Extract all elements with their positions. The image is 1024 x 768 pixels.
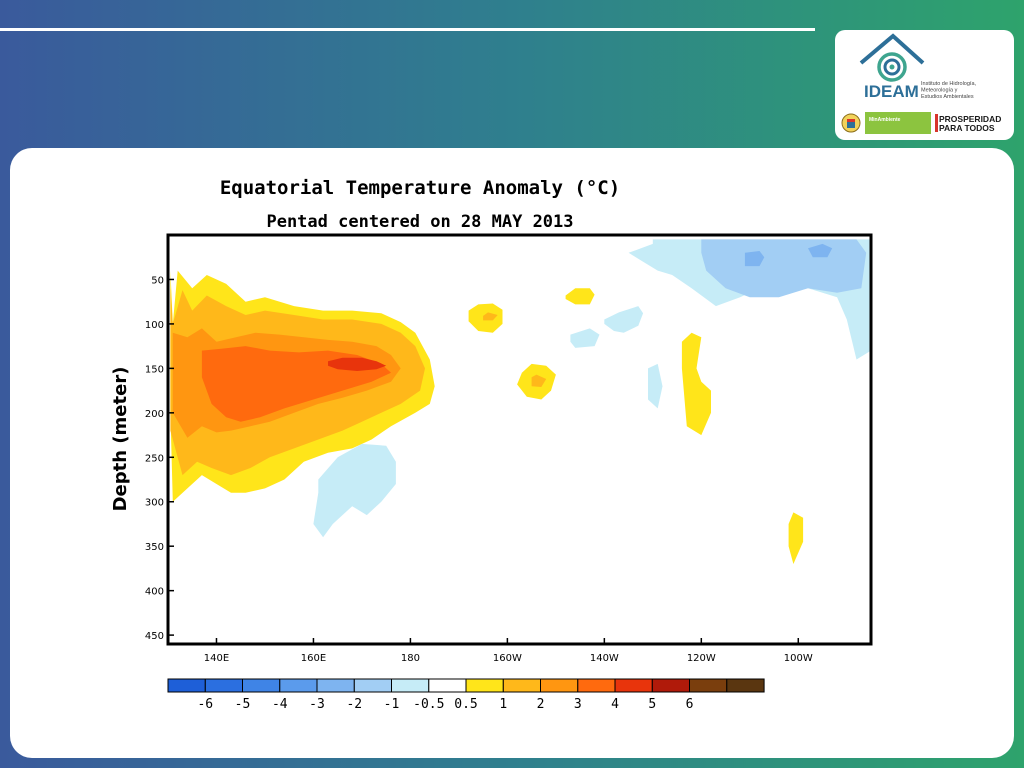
- colorbar-label-10: 3: [574, 697, 582, 712]
- colorbar-label-3: -3: [309, 697, 325, 712]
- colorbar-label-7: 0.5: [454, 697, 477, 712]
- logo-name: IDEAM: [864, 82, 919, 101]
- colorbar-label-0: -6: [197, 697, 213, 712]
- colorbar-swatch-15: [726, 678, 765, 693]
- anomaly-region-17: [570, 328, 600, 348]
- colorbar-swatch-1: [204, 678, 244, 693]
- y-tick-label-5: 300: [145, 498, 164, 509]
- anomaly-region-4: [328, 357, 387, 371]
- colorbar-swatch-4: [316, 678, 355, 693]
- chart-subtitle: Pentad centered on 28 MAY 2013: [266, 212, 573, 232]
- logo-subtitle-1: Instituto de Hidrología,: [921, 81, 977, 87]
- colorbar-swatch-8: [465, 678, 504, 693]
- colorbar-swatch-6: [391, 678, 430, 693]
- y-tick-label-3: 200: [145, 409, 164, 420]
- x-tick-label-2: 180: [401, 653, 420, 664]
- colorbar-label-1: -5: [235, 697, 251, 712]
- colorbar-swatch-11: [577, 678, 616, 693]
- ideam-logo-box: IDEAM Instituto de Hidrología, Meteorolo…: [835, 30, 1014, 140]
- y-tick-label-2: 150: [145, 364, 164, 375]
- x-axis: 140E 160E 180 160W 140W 120W 100W: [204, 638, 813, 664]
- y-tick-label-1: 100: [145, 320, 164, 331]
- colorbar-swatch-9: [502, 678, 542, 693]
- anomaly-region-19: [313, 443, 396, 538]
- anomaly-region-15: [808, 243, 833, 258]
- x-tick-label-3: 160W: [493, 653, 522, 664]
- colorbar-label-8: 1: [499, 697, 507, 712]
- y-tick-label-0: 50: [151, 275, 164, 286]
- anomaly-region-11: [788, 512, 804, 564]
- temperature-anomaly-chart: Equatorial Temperature Anomaly (°C) Pent…: [110, 177, 873, 712]
- anomaly-region-14: [744, 251, 765, 267]
- x-tick-label-1: 160E: [301, 653, 326, 664]
- ministry-badge: [865, 112, 931, 134]
- colorbar-swatch-0: [167, 678, 206, 693]
- colorbar-swatch-7: [428, 678, 467, 693]
- anomaly-region-9: [565, 288, 595, 305]
- y-tick-label-6: 350: [145, 542, 164, 553]
- colorbar-swatch-13: [651, 678, 691, 693]
- anomaly-region-18: [648, 363, 663, 409]
- colorbar-swatch-2: [242, 678, 281, 693]
- x-tick-label-0: 140E: [204, 653, 229, 664]
- anomaly-region-6: [483, 312, 498, 321]
- colorbar-swatch-14: [689, 678, 728, 693]
- header-rule: [0, 28, 815, 31]
- colorbar-label-2: -4: [272, 697, 288, 712]
- content-panel: Equatorial Temperature Anomaly (°C) Pent…: [10, 148, 1014, 758]
- colorbar-label-9: 2: [537, 697, 545, 712]
- logo-subtitle-2: Meteorología y: [921, 88, 958, 94]
- y-tick-label-7: 400: [145, 587, 164, 598]
- contour-fills: [170, 239, 871, 564]
- x-tick-label-5: 120W: [687, 653, 716, 664]
- colorbar-swatch-12: [614, 678, 653, 693]
- y-tick-label-4: 250: [145, 453, 164, 464]
- y-axis: 50 100 150 200 250 300 350 400 450: [145, 275, 174, 642]
- house-wave-emblem: [859, 33, 925, 82]
- anomaly-region-16: [604, 306, 644, 333]
- anomaly-region-10: [681, 332, 711, 436]
- colorbar-swatch-3: [279, 678, 318, 693]
- chart-title: Equatorial Temperature Anomaly (°C): [220, 177, 620, 199]
- colorbar-label-12: 5: [648, 697, 656, 712]
- colorbar-label-13: 6: [686, 697, 694, 712]
- y-axis-label: Depth (meter): [110, 367, 131, 512]
- y-tick-label-8: 450: [145, 631, 164, 642]
- colorbar-label-6: -0.5: [413, 697, 444, 712]
- colorbar: -6 -5 -4 -3 -2 -1 -0.5 0.5 1 2 3 4 5 6: [167, 678, 765, 712]
- ministry-label: MinAmbiente: [869, 117, 901, 123]
- plot-frame: [166, 233, 873, 646]
- colorbar-swatch-10: [540, 678, 579, 693]
- slogan-line-2: PARA TODOS: [939, 123, 995, 133]
- colombia-coat-of-arms: [841, 113, 861, 133]
- anomaly-region-8: [531, 374, 547, 387]
- colorbar-label-4: -2: [346, 697, 362, 712]
- slogan-line-1: PROSPERIDAD: [939, 114, 1001, 124]
- x-tick-label-6: 100W: [784, 653, 813, 664]
- x-tick-label-4: 140W: [590, 653, 619, 664]
- colorbar-swatch-5: [353, 678, 393, 693]
- colorbar-label-11: 4: [611, 697, 619, 712]
- colorbar-label-5: -1: [384, 697, 400, 712]
- ideam-logo: IDEAM Instituto de Hidrología, Meteorolo…: [841, 33, 1001, 134]
- logo-subtitle-3: Estudios Ambientales: [921, 94, 974, 100]
